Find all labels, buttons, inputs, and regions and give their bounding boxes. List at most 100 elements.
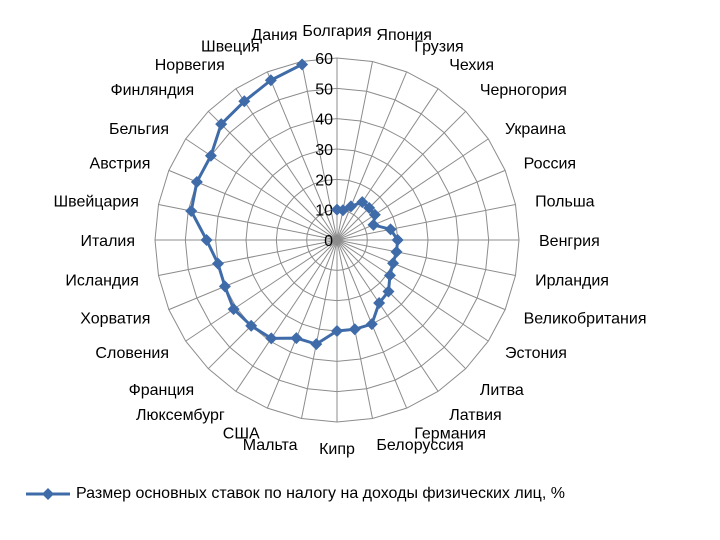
category-label: Польша: [535, 194, 595, 211]
data-point: [373, 297, 386, 310]
data-point: [390, 245, 403, 258]
category-label: Люксембург: [136, 407, 225, 424]
data-point: [368, 208, 381, 221]
category-label: Литва: [480, 382, 524, 399]
category-label: Бельгия: [109, 121, 169, 138]
category-label: Норвегия: [155, 57, 225, 74]
data-point: [383, 269, 396, 282]
data-point: [367, 218, 380, 231]
grid-spoke: [336, 88, 439, 241]
category-label: Швеция: [201, 38, 260, 55]
category-label: Исландия: [65, 272, 139, 289]
data-point: [190, 175, 203, 188]
data-point: [290, 332, 303, 345]
category-label: Япония: [376, 27, 432, 44]
category-label: Хорватия: [80, 310, 150, 327]
grid-spoke: [336, 239, 467, 370]
category-label: Латвия: [449, 407, 501, 424]
category-label: Мальта: [243, 437, 298, 454]
grid-spoke: [185, 239, 338, 342]
data-point: [391, 234, 404, 246]
tick-label: 0: [324, 233, 333, 250]
data-point: [200, 234, 213, 246]
category-label: Россия: [524, 156, 576, 173]
grid-spoke: [336, 239, 506, 311]
tick-label: 30: [315, 142, 333, 159]
tick-label: 40: [315, 112, 333, 129]
category-label: Болгария: [302, 23, 371, 40]
category-label: Франция: [129, 382, 195, 399]
data-point: [204, 149, 217, 162]
category-label: Черногория: [480, 82, 567, 99]
tick-label: 20: [315, 172, 333, 189]
grid-spoke: [336, 71, 408, 241]
series-line: [189, 63, 400, 346]
data-point: [296, 58, 309, 71]
category-label: Дания: [251, 27, 297, 44]
grid-spoke: [266, 239, 338, 409]
data-point: [365, 318, 378, 331]
data-point: [211, 257, 224, 270]
grid-spoke: [207, 110, 338, 241]
legend-label: Размер основных ставок по налогу на дохо…: [76, 485, 565, 502]
data-point: [264, 74, 277, 87]
data-point: [218, 280, 231, 293]
tick-label: 50: [315, 81, 333, 98]
data-point: [310, 338, 323, 351]
grid-spoke: [168, 239, 338, 311]
data-point: [238, 95, 251, 108]
data-point: [363, 201, 376, 214]
category-label: Чехия: [449, 57, 494, 74]
data-point: [227, 303, 240, 316]
grid-spoke: [266, 71, 338, 241]
category-label: Финляндия: [110, 82, 194, 99]
category-label: Венгрия: [539, 233, 600, 250]
category-label: Италия: [81, 233, 135, 250]
category-label: Грузия: [414, 38, 463, 55]
category-label: Великобритания: [524, 310, 647, 327]
data-point: [387, 257, 400, 270]
radial-axis-ticks: 0 10 20 30 40 50 60: [315, 51, 333, 250]
grid-spoke: [336, 169, 506, 241]
category-label: Австрия: [90, 156, 151, 173]
legend-marker-icon: [24, 484, 72, 504]
data-point: [344, 200, 357, 213]
data-point: [265, 332, 278, 345]
category-label: Украина: [505, 121, 566, 138]
grid-spoke: [336, 204, 516, 241]
grid-spoke: [207, 239, 338, 370]
data-point: [356, 196, 369, 209]
data-point: [245, 319, 258, 332]
data-point: [384, 223, 397, 236]
legend: Размер основных ставок по налогу на дохо…: [24, 482, 565, 506]
data-point: [331, 325, 343, 337]
category-label: Швейцария: [53, 194, 138, 211]
data-point: [215, 118, 228, 131]
tick-label: 60: [315, 51, 333, 68]
grid-spoke: [336, 138, 489, 241]
grid-spoke: [235, 88, 338, 241]
grid-spoke: [301, 61, 338, 241]
data-series: [185, 58, 404, 351]
tick-label: 10: [315, 203, 333, 220]
grid-spoke: [158, 239, 338, 276]
grid-spoke: [235, 239, 338, 392]
category-label: Кипр: [319, 441, 355, 458]
category-label: Словения: [95, 345, 169, 362]
grid-spoke: [336, 110, 467, 241]
data-point: [382, 285, 395, 298]
category-label: США: [223, 426, 260, 443]
category-label: Эстония: [505, 345, 567, 362]
grid-spoke: [336, 239, 439, 392]
category-label: Белоруссия: [376, 437, 463, 454]
grid-spoke: [301, 239, 338, 419]
data-point: [348, 323, 361, 336]
data-point: [185, 205, 198, 218]
radar-grid: [154, 57, 520, 423]
grid-spoke: [336, 239, 516, 276]
category-label: Германия: [414, 426, 486, 443]
category-label: Ирландия: [535, 272, 609, 289]
grid-spoke: [336, 239, 489, 342]
